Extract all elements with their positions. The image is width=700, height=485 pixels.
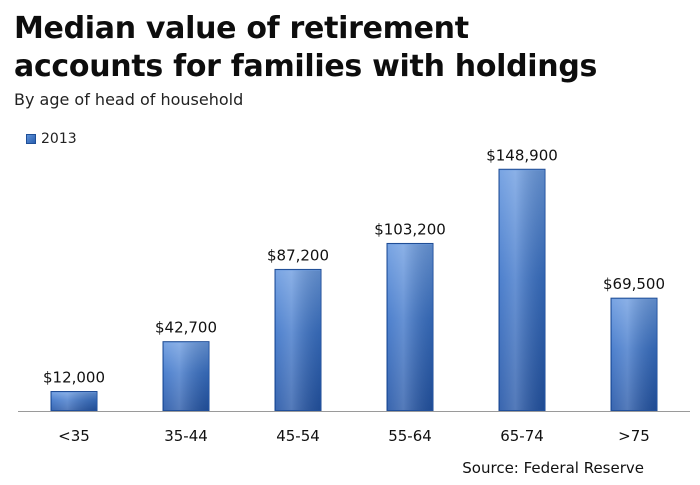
chart-title-line-2: accounts for families with holdings (14, 49, 598, 84)
x-tick-label-5: >75 (618, 427, 650, 445)
x-tick-label-4: 65-74 (500, 427, 544, 445)
chart-title: Median value of retirement accounts for … (14, 10, 694, 86)
x-tick-label-3: 55-64 (388, 427, 432, 445)
bar-value-label-2: $87,200 (267, 246, 329, 264)
bar-shine-0 (52, 392, 96, 410)
x-tick-label-0: <35 (58, 427, 90, 445)
bar-shine-1 (164, 342, 208, 410)
chart-subtitle: By age of head of household (14, 90, 244, 109)
chart-title-line-1: Median value of retirement (14, 11, 469, 46)
bar-value-label-4: $148,900 (486, 146, 558, 164)
bar-value-label-5: $69,500 (603, 275, 665, 293)
legend: 2013 (26, 131, 77, 147)
bar-value-label-1: $42,700 (155, 319, 217, 337)
bars-group: $12,000 $42,700 $87,200 $103,200 $148,900 $69… (43, 146, 665, 412)
bar-shine-3 (388, 244, 432, 410)
x-tick-label-1: 35-44 (164, 427, 208, 445)
x-tick-label-2: 45-54 (276, 427, 320, 445)
source-note: Source: Federal Reserve (462, 459, 644, 477)
bar-value-label-3: $103,200 (374, 220, 446, 238)
bar-shine-5 (612, 299, 656, 410)
legend-label: 2013 (41, 131, 77, 147)
bar-value-label-0: $12,000 (43, 369, 105, 387)
legend-swatch (26, 134, 36, 144)
x-tick-labels: <35 35-44 45-54 55-64 65-74 >75 (58, 427, 650, 445)
bar-shine-2 (276, 270, 320, 410)
bar-shine-4 (500, 170, 544, 410)
